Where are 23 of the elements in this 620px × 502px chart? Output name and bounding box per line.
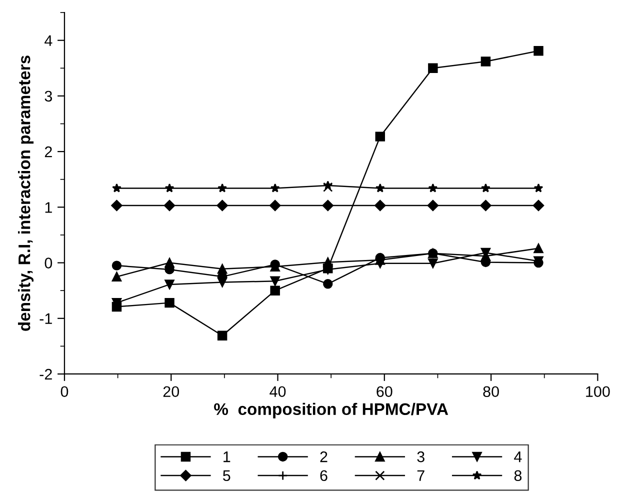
legend-label: 1	[224, 452, 230, 462]
legend-label: 6	[320, 470, 328, 482]
x-tick-label: 100	[586, 386, 610, 398]
legend-label: 4	[514, 452, 522, 462]
legend-label: 2	[320, 451, 328, 462]
y-tick-label: -2	[40, 368, 52, 380]
y-tick-label: 4	[44, 35, 52, 46]
legend-label: 3	[417, 451, 424, 462]
x-tick-label: 40	[270, 386, 286, 398]
legend-label: 7	[417, 470, 424, 481]
y-axis-title: density, R.I, interaction parameters	[18, 56, 34, 331]
legend-label: 8	[514, 470, 522, 482]
x-axis-title: % composition of HPMC/PVA	[214, 402, 448, 418]
x-tick-label: 20	[163, 386, 180, 398]
x-tick-label: 0	[60, 386, 68, 398]
y-tick-label: 0	[44, 258, 52, 268]
y-tick-label: 1	[45, 202, 52, 213]
x-tick-label: 60	[376, 386, 392, 398]
y-tick-label: 3	[44, 90, 52, 102]
legend-label: 5	[223, 470, 230, 482]
x-tick-label: 80	[483, 386, 499, 398]
y-tick-label: 2	[44, 146, 52, 158]
y-tick-label: -1	[40, 313, 52, 324]
